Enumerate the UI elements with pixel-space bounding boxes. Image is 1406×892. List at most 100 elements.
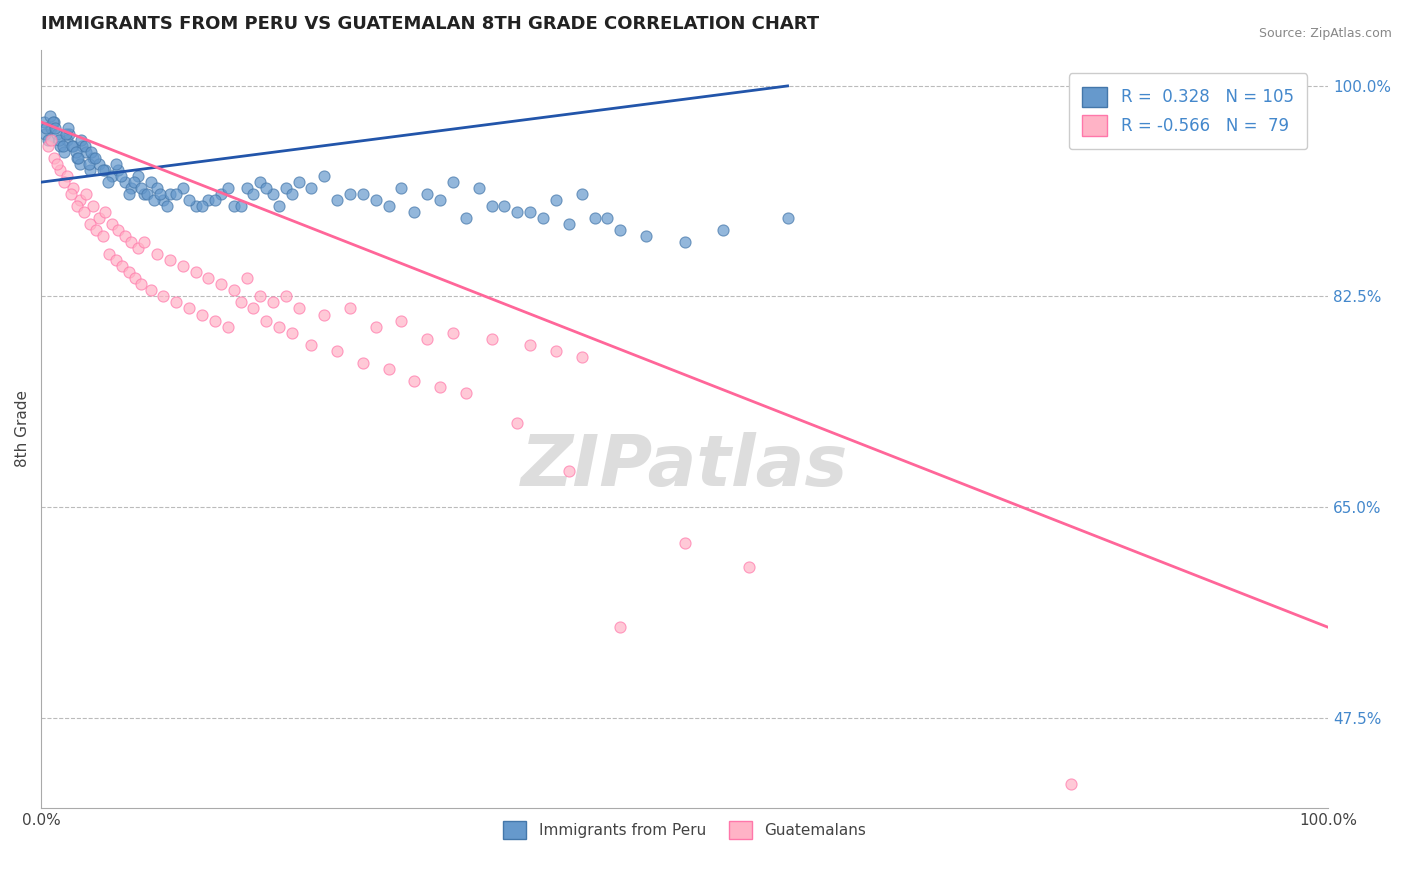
Point	[441, 326, 464, 340]
Legend: Immigrants from Peru, Guatemalans: Immigrants from Peru, Guatemalans	[498, 814, 872, 846]
Text: IMMIGRANTS FROM PERU VS GUATEMALAN 8TH GRADE CORRELATION CHART: IMMIGRANTS FROM PERU VS GUATEMALAN 8TH G…	[41, 15, 820, 33]
Point	[117, 187, 139, 202]
Point	[41, 121, 63, 136]
Point	[52, 139, 75, 153]
Point	[454, 385, 477, 400]
Point	[776, 211, 799, 226]
Point	[352, 356, 374, 370]
Point	[107, 223, 129, 237]
Point	[738, 560, 761, 574]
Point	[73, 139, 96, 153]
Point	[217, 319, 239, 334]
Point	[583, 211, 606, 226]
Point	[37, 133, 59, 147]
Point	[364, 319, 387, 334]
Point	[571, 350, 593, 364]
Point	[404, 205, 426, 219]
Point	[75, 187, 97, 202]
Point	[82, 151, 104, 165]
Point	[49, 163, 72, 178]
Point	[97, 175, 120, 189]
Point	[56, 121, 79, 136]
Point	[91, 163, 114, 178]
Point	[519, 337, 541, 351]
Point	[391, 313, 413, 327]
Point	[299, 337, 322, 351]
Point	[70, 133, 93, 147]
Point	[48, 133, 70, 147]
Point	[204, 193, 226, 207]
Point	[98, 247, 121, 261]
Point	[287, 301, 309, 316]
Point	[146, 181, 169, 195]
Point	[673, 235, 696, 250]
Point	[519, 205, 541, 219]
Point	[104, 157, 127, 171]
Point	[391, 181, 413, 195]
Point	[79, 217, 101, 231]
Point	[58, 127, 80, 141]
Point	[197, 271, 219, 285]
Point	[45, 157, 67, 171]
Point	[104, 253, 127, 268]
Point	[314, 308, 336, 322]
Point	[148, 187, 170, 202]
Point	[281, 187, 304, 202]
Point	[242, 187, 264, 202]
Point	[94, 205, 117, 219]
Point	[107, 163, 129, 178]
Point	[60, 139, 83, 153]
Point	[314, 169, 336, 183]
Point	[143, 193, 166, 207]
Point	[152, 289, 174, 303]
Point	[506, 416, 529, 430]
Point	[217, 181, 239, 195]
Point	[209, 277, 232, 292]
Point	[531, 211, 554, 226]
Point	[191, 308, 214, 322]
Point	[87, 157, 110, 171]
Point	[62, 139, 84, 153]
Point	[287, 175, 309, 189]
Point	[249, 175, 271, 189]
Point	[82, 199, 104, 213]
Point	[429, 380, 451, 394]
Point	[179, 301, 201, 316]
Point	[609, 620, 631, 634]
Point	[172, 260, 194, 274]
Point	[481, 332, 503, 346]
Point	[262, 187, 284, 202]
Point	[124, 271, 146, 285]
Point	[131, 277, 153, 292]
Point	[114, 229, 136, 244]
Point	[86, 223, 108, 237]
Point	[377, 199, 399, 213]
Point	[326, 343, 349, 358]
Point	[165, 295, 187, 310]
Point	[59, 187, 82, 202]
Point	[32, 115, 55, 129]
Point	[441, 175, 464, 189]
Point	[454, 211, 477, 226]
Point	[132, 187, 155, 202]
Point	[34, 127, 56, 141]
Point	[172, 181, 194, 195]
Point	[274, 289, 297, 303]
Point	[191, 199, 214, 213]
Point	[152, 193, 174, 207]
Point	[236, 271, 259, 285]
Point	[135, 187, 157, 202]
Point	[634, 229, 657, 244]
Point	[558, 217, 581, 231]
Point	[111, 260, 134, 274]
Point	[262, 295, 284, 310]
Point	[37, 139, 59, 153]
Point	[254, 313, 277, 327]
Point	[364, 193, 387, 207]
Point	[84, 151, 107, 165]
Point	[481, 199, 503, 213]
Point	[39, 109, 62, 123]
Text: ZIPatlas: ZIPatlas	[522, 433, 848, 501]
Point	[42, 151, 65, 165]
Point	[55, 127, 77, 141]
